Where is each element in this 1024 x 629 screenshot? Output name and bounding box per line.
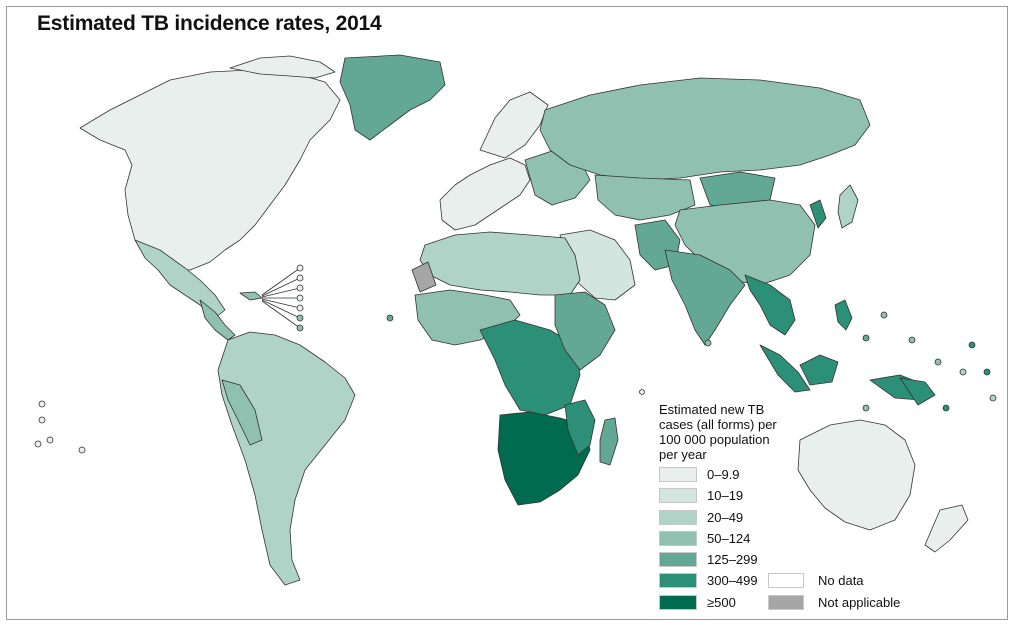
legend-item-bin-4: 125–299 [659,550,758,568]
legend-swatch-not-applicable [768,594,804,610]
legend-title-line: Estimated new TB [659,402,765,417]
legend-title-line: 100 000 population [659,432,770,447]
legend-label: 50–124 [707,530,751,546]
region-europe-west [439,157,531,231]
region-se-asia [744,274,796,336]
region-north-africa [419,231,581,296]
region-east-africa [554,291,616,371]
region-central-america [199,299,236,341]
legend-label-no-data: No data [818,572,864,588]
region-andes [221,379,263,446]
region-korea [809,199,827,229]
legend-item-bin-3: 50–124 [659,529,750,547]
region-north-america [79,69,341,271]
legend-item-bin-1: 10–19 [659,486,743,504]
legend-item-not-applicable: Not applicable [768,593,900,611]
legend-label-not-applicable: Not applicable [818,594,901,610]
legend-label: 20–49 [707,509,744,525]
legend-title-line: per year [659,447,707,462]
legend-swatch [659,466,697,482]
legend-swatch [659,551,697,567]
region-caribbean [239,291,263,301]
region-south-america [217,331,356,586]
legend-item-bin-2: 20–49 [659,508,743,526]
legend-swatch [659,572,697,588]
region-southern-africa [497,411,591,506]
region-arctic-islands [229,55,336,79]
legend-swatch [659,487,697,503]
legend-swatch-no-data [768,572,804,588]
legend-label: 300–499 [707,572,758,588]
region-papua [899,377,936,406]
legend-title-line: cases (all forms) per [659,417,777,432]
region-central-asia [594,174,696,221]
region-australia [797,419,916,531]
legend-title: Estimated new TB cases (all forms) per 1… [659,402,809,462]
legend-label: 10–19 [707,487,744,503]
region-mozambique [564,399,596,456]
region-indonesia-west [759,344,811,393]
legend-item-bin-5: 300–499 [659,571,758,589]
legend-swatch [659,594,697,610]
region-borneo [799,354,839,386]
legend-swatch [659,530,697,546]
region-madagascar [599,417,619,466]
region-greenland [339,54,446,141]
legend-swatch [659,509,697,525]
map-title: Estimated TB incidence rates, 2014 [37,12,382,35]
region-india [664,249,746,346]
legend-label: 0–9.9 [707,466,740,482]
legend-item-no-data: No data [768,571,864,589]
legend-label: 125–299 [707,551,758,567]
region-russia [539,77,871,181]
legend-item-bin-0: 0–9.9 [659,465,740,483]
region-scandinavia [479,91,549,159]
region-japan [837,184,859,229]
region-philippines [834,299,853,331]
region-western-sahara [411,261,437,293]
legend-item-bin-6: ≥500 [659,593,736,611]
legend-label: ≥500 [707,594,736,610]
region-new-zealand [924,504,969,553]
